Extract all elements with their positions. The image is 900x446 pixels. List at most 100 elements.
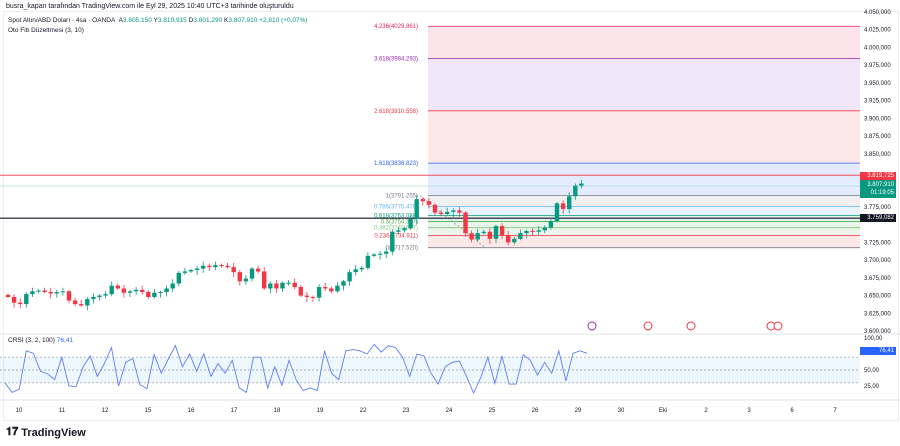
indicator-label[interactable]: Oto Fib Düzeltmesi (3, 10) — [8, 27, 84, 34]
time-axis-label: 17 — [231, 408, 238, 414]
time-axis-label: 6 — [790, 408, 794, 414]
price-axis-label: 3.925,000 — [864, 99, 891, 105]
candle-body — [323, 287, 328, 289]
candle-body — [152, 292, 157, 297]
tv-logo-icon: 𝟏𝟕 — [6, 426, 19, 438]
candle-body — [274, 283, 279, 289]
price-axis-label: 3.875,000 — [864, 134, 891, 140]
high-label: Y — [153, 17, 158, 24]
candle-body — [390, 231, 395, 252]
candle-body — [5, 294, 11, 297]
line-price-tag: 3.759,082 — [860, 214, 896, 222]
candle-body — [487, 231, 493, 239]
candle-body — [426, 201, 432, 205]
fib-zone — [428, 58, 860, 111]
event-icon — [587, 321, 597, 331]
candle-body — [85, 299, 90, 306]
legend: Spot Altın/ABD Doları · 4sa · OANDA A3.8… — [8, 16, 308, 36]
candle-body — [316, 287, 322, 298]
rsi-legend[interactable]: CRSI (3, 2, 100) 76,41 — [8, 337, 73, 344]
candle-body — [36, 290, 41, 292]
candle-body — [469, 233, 474, 240]
candle-body — [432, 204, 438, 213]
open-value: 3.805,150 — [122, 17, 152, 24]
candle-body — [560, 203, 566, 210]
candle-body — [384, 251, 389, 254]
fib-zone — [428, 221, 860, 228]
price-axis-label: 3.625,000 — [864, 311, 891, 317]
low-label: D — [188, 17, 194, 24]
candle-body — [79, 304, 84, 306]
time-axis-label: 12 — [102, 408, 109, 414]
open-label: A — [118, 17, 123, 24]
attribution: busra_kapan tarafından TradingView.com i… — [6, 3, 294, 10]
high-value: 3.819,915 — [157, 17, 187, 24]
candle-body — [573, 185, 578, 197]
candle-body — [347, 272, 352, 282]
candle-body — [518, 233, 523, 239]
candle-body — [329, 288, 334, 292]
candle-body — [292, 282, 297, 288]
candle-body — [207, 265, 212, 268]
candle-body — [176, 272, 181, 284]
time-axis-label: 18 — [274, 408, 281, 414]
price-axis-label: 3.850,000 — [864, 152, 891, 158]
symbol-name[interactable]: Spot Altın/ABD Doları · 4sa · OANDA — [8, 17, 116, 24]
event-icon — [773, 321, 783, 331]
candle-body — [353, 269, 358, 273]
candle-body — [554, 203, 560, 222]
fib-level-label: 4.236(4029.861) — [374, 24, 418, 30]
candle-body — [170, 283, 175, 289]
price-axis-label: 3.975,000 — [864, 63, 891, 69]
candle-body — [54, 292, 59, 294]
candle-body — [225, 265, 230, 268]
candle-body — [194, 268, 200, 271]
time-axis-label: 11 — [59, 408, 66, 414]
candle-body — [140, 289, 145, 293]
tradingview-logo[interactable]: 𝟏𝟕 TradingView — [6, 426, 86, 439]
candle-body — [243, 278, 249, 282]
price-axis-label: 3.600,000 — [864, 329, 891, 335]
time-axis-label: 30 — [618, 408, 625, 414]
candle-body — [457, 210, 462, 213]
candle-body — [304, 295, 310, 297]
price-axis-label: 4.050,000 — [864, 10, 891, 16]
fib-level-label: 0.618(3763.088) — [374, 213, 418, 219]
time-axis-label: 3 — [747, 408, 751, 414]
candle-body — [66, 291, 72, 301]
candle-body — [11, 296, 17, 303]
fib-level-label: 0.236(3734.911) — [374, 233, 418, 239]
rsi-line — [4, 343, 588, 395]
candle-body — [262, 271, 267, 289]
candle-body — [219, 265, 224, 267]
candle-body — [414, 199, 419, 219]
close-value: 3.807,910 — [228, 17, 258, 24]
price-axis-label: 3.725,000 — [864, 240, 891, 246]
fib-level-label: 3.618(3984.293) — [374, 57, 418, 63]
candle-body — [335, 285, 340, 292]
time-axis-label: 24 — [446, 408, 453, 414]
rsi-label: CRSI (3, 2, 100) — [8, 337, 55, 344]
chart-area[interactable] — [3, 11, 899, 421]
time-axis-label: 23 — [403, 408, 410, 414]
candle-body — [48, 292, 53, 294]
time-axis-label: 22 — [360, 408, 367, 414]
rsi-axis-label: 50,00 — [864, 368, 880, 374]
fib-level-label: 1.618(3836.823) — [374, 161, 418, 167]
price-axis-label: 3.900,000 — [864, 116, 891, 122]
fib-zone — [428, 195, 860, 207]
candle-body — [530, 231, 535, 233]
candle-body — [268, 283, 273, 289]
fib-zone — [428, 26, 860, 59]
candle-body — [231, 267, 236, 273]
fib-zone — [428, 163, 860, 196]
price-axis-label: 3.675,000 — [864, 276, 891, 282]
candle-body — [249, 268, 255, 279]
rsi-axis-label: 25,00 — [864, 384, 880, 390]
bar-countdown: 01:19:05 — [870, 190, 894, 196]
brand-name: TradingView — [21, 426, 86, 439]
high-price-tag: 3.819,725 — [860, 172, 896, 180]
time-axis-label: 7 — [833, 408, 837, 414]
candle-body — [377, 253, 383, 255]
